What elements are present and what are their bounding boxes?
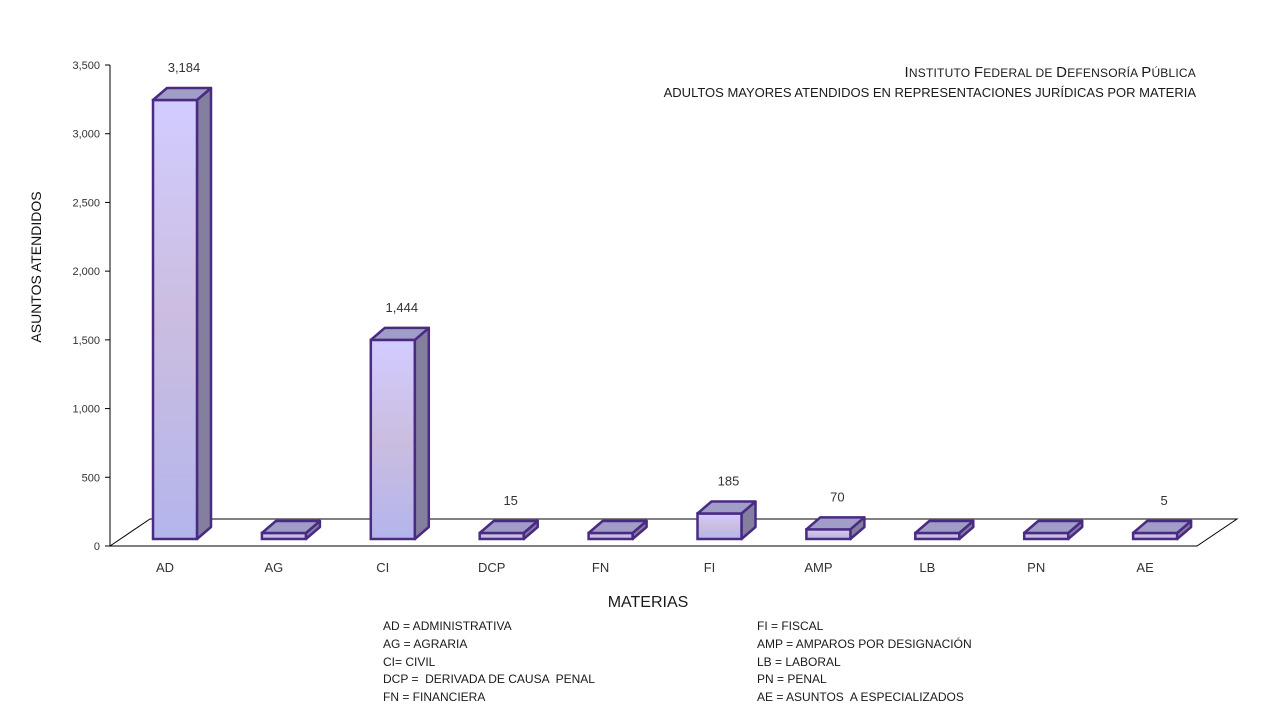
bar bbox=[914, 519, 975, 541]
chart-subtitle: ADULTOS MAYORES ATENDIDOS EN REPRESENTAC… bbox=[663, 85, 1196, 100]
legend-item: PN = PENAL bbox=[757, 672, 827, 687]
x-tick-label: CI bbox=[376, 560, 389, 575]
y-tick-label: 2,500 bbox=[72, 197, 100, 209]
bar bbox=[696, 500, 757, 541]
legend-right: FI = FISCAL AMP = AMPAROS POR DESIGNACIÓ… bbox=[757, 618, 972, 707]
x-tick-label: AMP bbox=[804, 560, 832, 575]
legend-item: AMP = AMPAROS POR DESIGNACIÓN bbox=[757, 636, 972, 651]
x-tick-label: PN bbox=[1027, 560, 1045, 575]
bar-front bbox=[696, 512, 743, 541]
y-tick-label: 1,500 bbox=[72, 335, 100, 347]
bar-top bbox=[587, 519, 648, 535]
x-tick-label: DCP bbox=[478, 560, 505, 575]
x-tick-label: FN bbox=[592, 560, 609, 575]
bars bbox=[151, 86, 1193, 541]
bar bbox=[1131, 519, 1193, 541]
data-label: 185 bbox=[718, 473, 740, 488]
data-label: 5 bbox=[1160, 493, 1167, 508]
data-label: 70 bbox=[830, 489, 844, 504]
bar-top bbox=[1131, 519, 1193, 535]
x-tick-label: AE bbox=[1136, 560, 1154, 575]
y-axis: 0 500 1,000 1,500 2,000 2,500 3,000 3,500 bbox=[72, 60, 111, 553]
bar bbox=[369, 326, 431, 541]
x-axis-title: MATERIAS bbox=[607, 594, 689, 611]
legend-item: LB = LABORAL bbox=[757, 654, 841, 669]
y-tick-label: 0 bbox=[94, 541, 100, 553]
chart-title: INSTITUTO FEDERAL DE DEFENSORÍA PÚBLICA bbox=[904, 64, 1196, 81]
bar-top bbox=[696, 500, 757, 515]
legend-item: FN = FINANCIERA bbox=[383, 690, 486, 705]
legend-item: CI= CIVIL bbox=[383, 654, 436, 669]
bar bbox=[151, 86, 213, 541]
x-tick-label: AD bbox=[156, 560, 174, 575]
bar-front bbox=[151, 98, 199, 541]
bar bbox=[478, 519, 539, 541]
bar-top bbox=[805, 516, 866, 531]
legend-item: AE = ASUNTOS A ESPECIALIZADOS bbox=[757, 690, 964, 705]
y-tick-label: 3,500 bbox=[72, 60, 100, 72]
legend-item: AG = AGRARIA bbox=[383, 636, 468, 651]
y-tick-label: 2,000 bbox=[72, 266, 100, 278]
bar-top bbox=[151, 86, 213, 102]
bar-side bbox=[413, 326, 431, 541]
data-labels: 3,184 1,444 15 185 70 5 bbox=[168, 60, 1168, 508]
data-label: 15 bbox=[503, 493, 517, 508]
legend-item: AD = ADMINISTRATIVA bbox=[383, 619, 512, 633]
bar-front bbox=[369, 338, 417, 541]
bar bbox=[805, 516, 866, 541]
legend-item: FI = FISCAL bbox=[757, 619, 824, 633]
y-tick-label: 1,000 bbox=[72, 404, 100, 416]
bar-top bbox=[478, 519, 539, 535]
x-tick-label: FI bbox=[704, 560, 716, 575]
bar bbox=[260, 519, 322, 541]
y-tick-label: 3,000 bbox=[72, 129, 100, 141]
bar-top bbox=[914, 519, 975, 535]
x-tick-label: LB bbox=[919, 560, 935, 575]
legend-left: AD = ADMINISTRATIVA AG = AGRARIA CI= CIV… bbox=[383, 618, 595, 707]
bar-top bbox=[1022, 519, 1084, 535]
x-tick-label: AG bbox=[265, 560, 284, 575]
bar bbox=[1022, 519, 1084, 541]
bar bbox=[587, 519, 648, 541]
chart-title-block: INSTITUTO FEDERAL DE DEFENSORÍA PÚBLICA … bbox=[664, 64, 1196, 100]
y-tick-label: 500 bbox=[82, 472, 100, 484]
bar-top bbox=[369, 326, 431, 342]
bar-front bbox=[805, 528, 852, 541]
x-axis-categories: AD AG CI DCP FN FI AMP LB PN AE bbox=[156, 560, 1154, 575]
data-label: 1,444 bbox=[386, 300, 419, 315]
data-label: 3,184 bbox=[168, 60, 201, 75]
bar-side bbox=[195, 86, 213, 541]
bar-top bbox=[260, 519, 322, 535]
legend-item: DCP = DERIVADA DE CAUSA PENAL bbox=[383, 672, 595, 687]
y-axis-title: ASUNTOS ATENDIDOS bbox=[28, 191, 44, 342]
